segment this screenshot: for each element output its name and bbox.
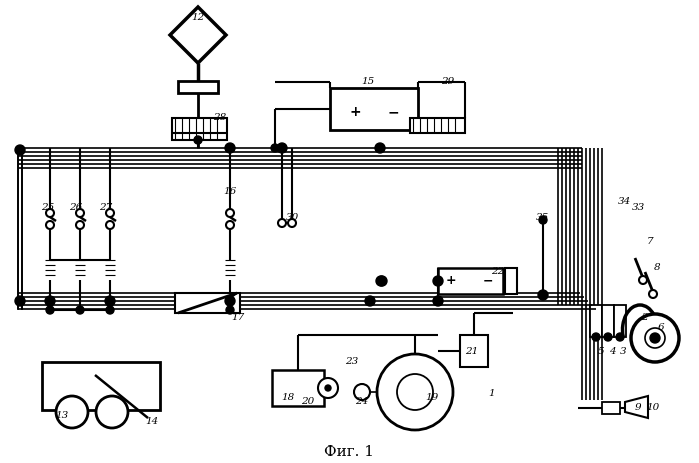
Circle shape	[650, 333, 660, 343]
Circle shape	[376, 276, 386, 286]
Circle shape	[45, 296, 55, 306]
Text: 9: 9	[635, 403, 641, 413]
Text: 30: 30	[285, 213, 298, 223]
Circle shape	[226, 221, 234, 229]
Circle shape	[194, 136, 202, 144]
Text: 1: 1	[489, 388, 496, 398]
Circle shape	[56, 396, 88, 428]
Bar	[505, 268, 517, 294]
Circle shape	[76, 306, 84, 314]
Circle shape	[106, 209, 114, 217]
Text: 10: 10	[647, 403, 660, 413]
Text: 2: 2	[641, 313, 647, 323]
Text: 3: 3	[620, 348, 626, 357]
Circle shape	[377, 276, 387, 286]
Circle shape	[278, 219, 286, 227]
Text: 16: 16	[224, 188, 237, 196]
Circle shape	[277, 143, 287, 153]
Circle shape	[271, 144, 279, 152]
Bar	[272, 370, 324, 406]
Circle shape	[106, 306, 114, 314]
Text: −: −	[483, 275, 493, 288]
Circle shape	[225, 143, 235, 153]
Text: 25: 25	[41, 204, 55, 213]
Circle shape	[46, 221, 54, 229]
Circle shape	[377, 354, 453, 430]
Circle shape	[325, 385, 331, 391]
Circle shape	[649, 290, 657, 298]
Text: 35: 35	[535, 213, 549, 223]
Bar	[614, 305, 626, 337]
Text: 4: 4	[609, 348, 615, 357]
Circle shape	[354, 384, 370, 400]
Text: 15: 15	[361, 77, 375, 87]
Text: 7: 7	[647, 238, 654, 246]
Text: 22: 22	[491, 268, 505, 276]
Circle shape	[76, 209, 84, 217]
Circle shape	[365, 296, 375, 306]
Text: −: −	[387, 105, 399, 119]
Circle shape	[96, 396, 128, 428]
Text: 13: 13	[55, 411, 69, 419]
Text: 6: 6	[658, 324, 664, 332]
Text: 12: 12	[192, 13, 205, 23]
Circle shape	[397, 374, 433, 410]
Text: 17: 17	[231, 313, 245, 323]
Text: Фиг. 1: Фиг. 1	[324, 445, 374, 459]
Text: 34: 34	[619, 198, 632, 206]
Text: 33: 33	[631, 204, 644, 213]
Circle shape	[645, 328, 665, 348]
Circle shape	[106, 221, 114, 229]
Circle shape	[639, 276, 647, 284]
Circle shape	[15, 296, 25, 306]
Text: 23: 23	[345, 357, 359, 367]
Text: 21: 21	[466, 348, 479, 357]
Text: 29: 29	[441, 77, 454, 87]
Circle shape	[631, 314, 679, 362]
Circle shape	[604, 333, 612, 341]
Text: +: +	[350, 105, 361, 119]
Text: +: +	[446, 275, 456, 288]
Circle shape	[226, 209, 234, 217]
Bar	[410, 118, 465, 133]
Bar	[438, 268, 503, 294]
Circle shape	[433, 296, 443, 306]
Circle shape	[76, 221, 84, 229]
Circle shape	[539, 216, 547, 224]
Bar	[602, 305, 614, 337]
Text: 24: 24	[355, 398, 368, 407]
Bar	[590, 305, 602, 337]
Circle shape	[46, 209, 54, 217]
Text: 27: 27	[99, 204, 113, 213]
Circle shape	[46, 306, 54, 314]
Circle shape	[15, 145, 25, 155]
Text: 20: 20	[301, 398, 315, 407]
Text: 19: 19	[426, 394, 439, 402]
Circle shape	[288, 219, 296, 227]
Text: 28: 28	[213, 113, 226, 123]
Bar	[460, 335, 488, 367]
Bar	[178, 81, 218, 93]
Bar	[42, 362, 160, 410]
Circle shape	[318, 378, 338, 398]
Text: 18: 18	[282, 394, 294, 402]
Circle shape	[592, 333, 600, 341]
Bar	[602, 402, 620, 414]
Bar	[330, 88, 418, 130]
Bar	[172, 118, 227, 140]
Circle shape	[105, 296, 115, 306]
Text: 5: 5	[598, 348, 605, 357]
Circle shape	[433, 276, 443, 286]
Circle shape	[226, 306, 234, 314]
Text: 8: 8	[654, 263, 661, 273]
Bar	[175, 293, 240, 313]
Circle shape	[225, 296, 235, 306]
Circle shape	[538, 290, 548, 300]
Circle shape	[375, 143, 385, 153]
Text: 26: 26	[69, 204, 82, 213]
Text: 14: 14	[145, 418, 159, 426]
Circle shape	[616, 333, 624, 341]
